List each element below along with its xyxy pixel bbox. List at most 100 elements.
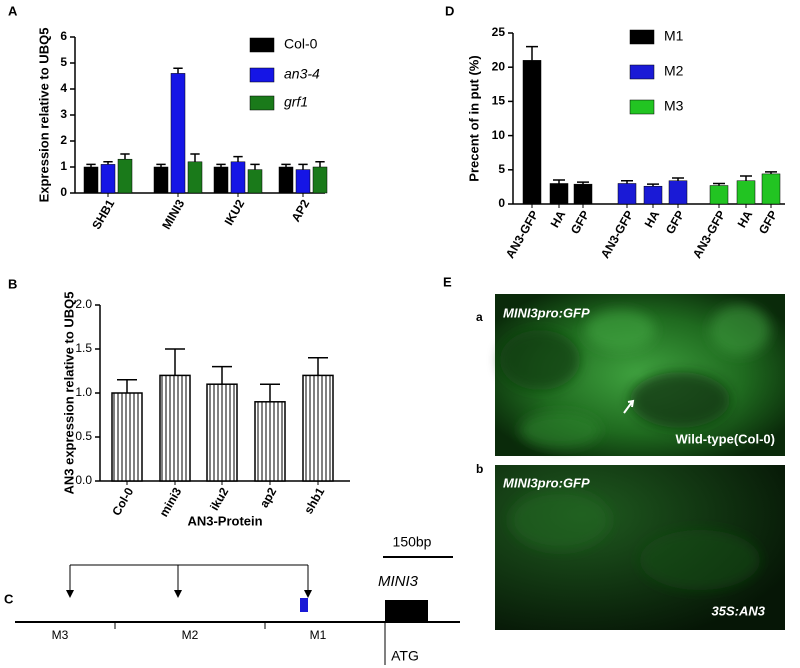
error-bar — [621, 179, 633, 184]
x-tick-label: MINI3 — [159, 197, 187, 232]
image-label: MINI3pro:GFP — [503, 305, 590, 320]
error-bar — [553, 179, 565, 184]
region-label: M2 — [182, 628, 199, 642]
y-tick-label: 1 — [60, 159, 67, 173]
y-tick-label: 1.5 — [75, 341, 92, 355]
image-letter: a — [476, 310, 483, 324]
bar — [668, 180, 688, 205]
bar — [100, 164, 116, 194]
image-texture — [510, 490, 760, 590]
error-bar — [647, 183, 659, 187]
y-tick-label: 3 — [60, 107, 67, 121]
error-bar — [86, 163, 96, 167]
image-label: 35S:AN3 — [712, 603, 766, 618]
y-axis-label: Expression relative to UBQ5 — [36, 28, 51, 203]
bar — [549, 183, 569, 205]
legend-swatch — [629, 99, 655, 115]
legend-swatch — [249, 67, 275, 83]
x-tick-label: HA — [735, 208, 756, 230]
error-bar — [315, 161, 325, 167]
image-label: Wild-type(Col-0) — [675, 431, 775, 446]
x-tick-label: HA — [642, 208, 663, 230]
legend-label: M2 — [664, 63, 684, 79]
error-bar — [173, 67, 183, 74]
bar — [206, 383, 238, 482]
image-label: MINI3pro:GFP — [503, 475, 590, 490]
region-label: M3 — [52, 628, 69, 642]
y-tick-label: 0.5 — [75, 429, 92, 443]
error-bar — [156, 163, 166, 167]
x-tick-label: Col-0 — [109, 485, 136, 518]
arrow-lines — [69, 564, 309, 594]
error-bar — [216, 163, 226, 167]
y-tick-label: 5 — [498, 162, 505, 176]
x-tick-label: AN3-GFP — [503, 208, 541, 261]
y-tick-label: 15 — [492, 94, 506, 108]
bar — [247, 169, 263, 194]
bar — [83, 166, 99, 194]
error-bar — [190, 153, 200, 162]
bar — [187, 161, 203, 194]
y-tick-label: 5 — [60, 55, 67, 69]
microscopy-panel: E a b MINI3pro:GFP Wild-type(Col-0) MINI… — [443, 274, 785, 630]
x-tick-label: GFP — [663, 208, 687, 236]
x-tick-label: iku2 — [207, 485, 231, 513]
x-tick-label: ap2 — [257, 485, 280, 510]
x-tick-label: GFP — [756, 208, 780, 236]
error-bar — [250, 163, 260, 170]
panel-letter: C — [4, 591, 14, 606]
bar — [709, 185, 729, 205]
y-tick-label: 6 — [60, 29, 67, 43]
x-tick-label: mini3 — [157, 485, 185, 519]
error-bar — [672, 177, 684, 181]
bar — [230, 161, 246, 194]
error-bar — [765, 171, 777, 174]
x-tick-label: SHB1 — [89, 197, 117, 232]
bar — [643, 185, 663, 205]
legend-swatch — [629, 64, 655, 80]
error-bar — [281, 163, 291, 167]
legend-label: an3-4 — [284, 66, 320, 82]
y-tick-label: 10 — [492, 128, 506, 142]
bar — [736, 180, 756, 205]
legend-label: M3 — [664, 98, 684, 114]
error-bar — [577, 181, 589, 185]
bar — [153, 166, 169, 194]
x-tick-label: HA — [548, 208, 569, 230]
bar — [170, 73, 186, 194]
error-bar — [260, 383, 280, 402]
y-tick-label: 1.0 — [75, 385, 92, 399]
bar — [573, 183, 593, 205]
bar — [295, 169, 311, 194]
error-bar — [713, 182, 725, 186]
error-bar — [740, 175, 752, 181]
y-tick-label: 0.0 — [75, 473, 92, 487]
promoter-diagram: C M3 M2 M1 MINI3 150bp ATG — [4, 534, 460, 665]
scale-label: 150bp — [393, 534, 432, 550]
x-tick-label: AN3-GFP — [690, 208, 728, 261]
bar — [617, 183, 637, 205]
arrow-marker — [623, 399, 635, 414]
x-tick-label: shb1 — [301, 485, 327, 517]
arrow-heads — [66, 590, 312, 598]
error-bar — [308, 357, 328, 376]
image-letter: b — [476, 462, 483, 476]
bar — [213, 166, 229, 194]
y-axis-label: AN3 expression relative to UBQ5 — [61, 291, 76, 494]
legend-label: M1 — [664, 28, 684, 44]
panel-letter: A — [8, 3, 18, 18]
bar — [522, 60, 542, 205]
binding-site — [300, 598, 308, 612]
error-bar — [165, 348, 185, 376]
x-tick-label: AP2 — [289, 197, 313, 224]
y-tick-label: 20 — [492, 59, 506, 73]
bar — [761, 173, 781, 205]
y-tick-label: 0 — [498, 196, 505, 210]
y-tick-label: 2.0 — [75, 297, 92, 311]
bar — [159, 374, 191, 482]
error-bar — [120, 153, 130, 160]
error-bar — [233, 155, 243, 162]
start-label: ATG — [391, 648, 419, 664]
bar — [111, 392, 143, 482]
